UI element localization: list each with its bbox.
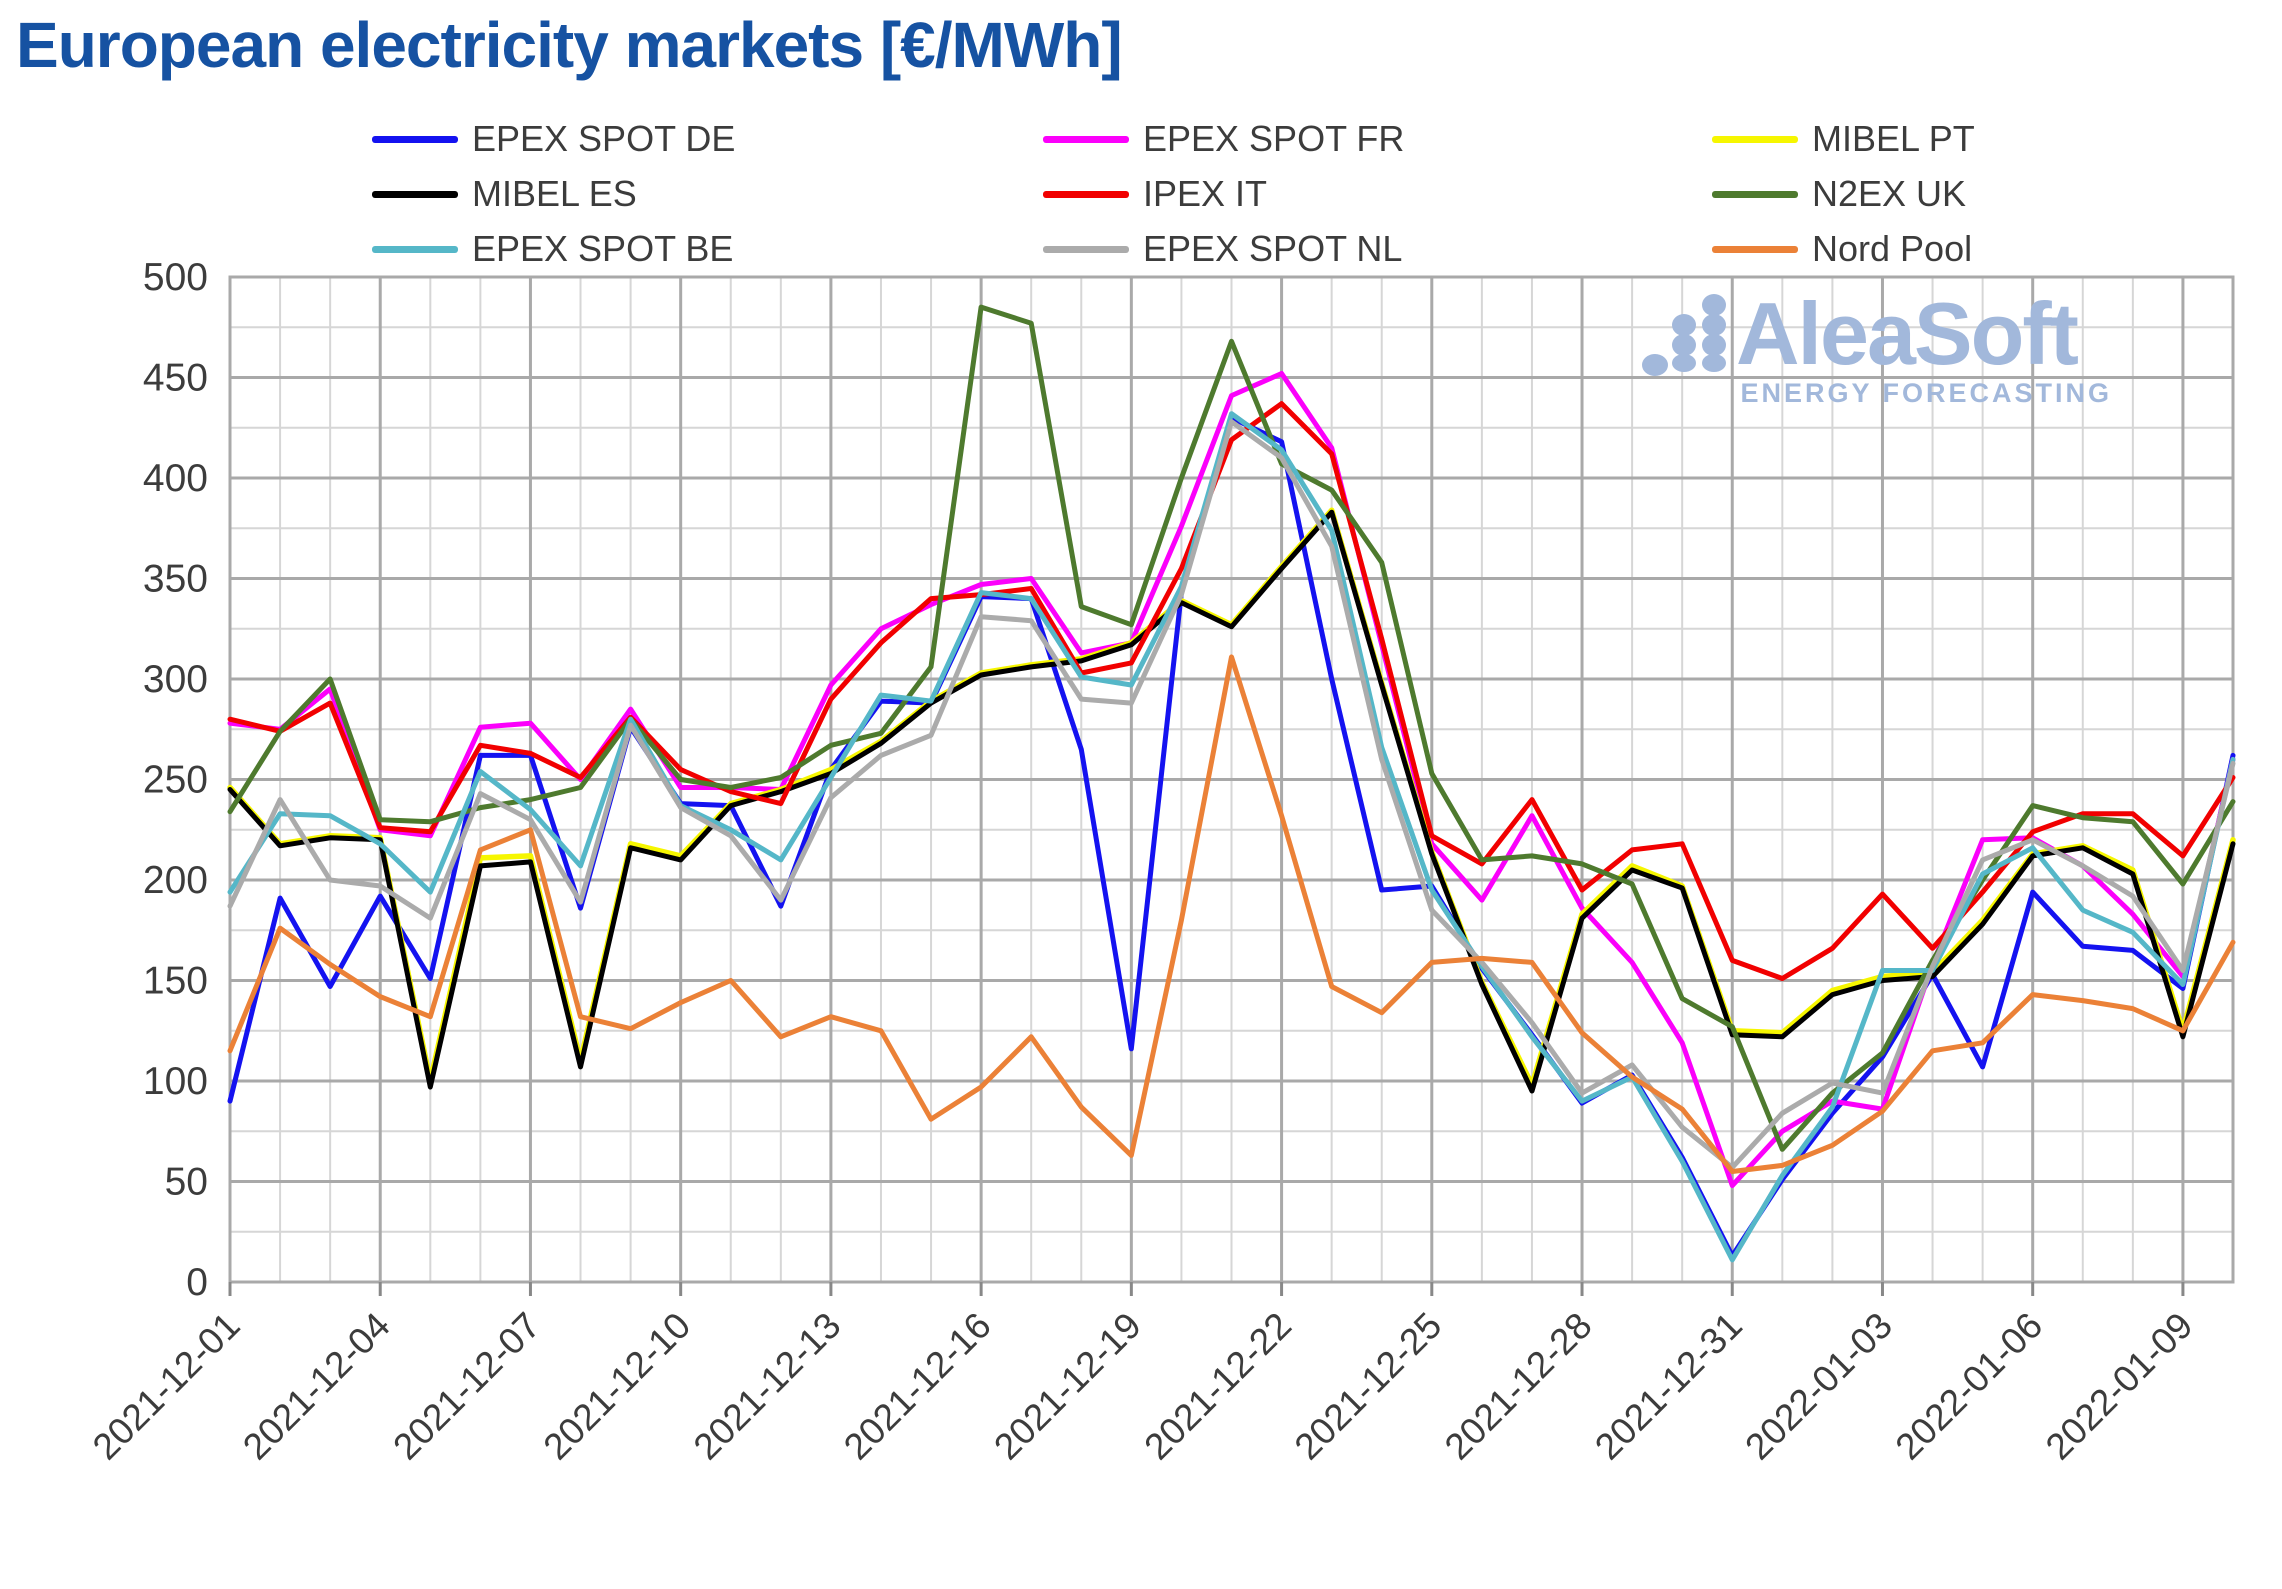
legend-label: EPEX SPOT DE [472, 118, 736, 159]
logo-dots-icon [1642, 288, 1730, 376]
logo-name: AleaSoft [1736, 284, 2079, 383]
x-tick-label: 2021-12-22 [1136, 1305, 1299, 1468]
logo-dot [1702, 294, 1726, 316]
legend-swatch-de [372, 135, 458, 143]
legend-swatch-np [1712, 245, 1798, 253]
legend-item-it: IPEX IT [1043, 173, 1404, 215]
y-tick-label: 250 [143, 759, 208, 802]
series-line-uk [227, 304, 2236, 1152]
legend-swatch-fr [1043, 135, 1129, 143]
legend-swatch-be [372, 245, 458, 253]
page-title: European electricity markets [€/MWh] [16, 9, 1123, 81]
legend-item-es: MIBEL ES [372, 173, 735, 215]
y-tick-label: 200 [143, 859, 208, 902]
series-line-it [227, 401, 2236, 981]
legend-item-fr: EPEX SPOT FR [1043, 118, 1404, 160]
y-tick-label: 400 [143, 457, 208, 500]
axis-ticks [228, 1282, 2185, 1296]
x-tick-label: 2022-01-03 [1737, 1305, 1900, 1468]
logo-dot [1672, 354, 1696, 372]
y-tick-label: 0 [186, 1261, 208, 1304]
legend-item-be: EPEX SPOT BE [372, 228, 735, 270]
legend-swatch-it [1043, 190, 1129, 198]
legend-label: MIBEL PT [1812, 118, 1975, 159]
x-tick-label: 2021-12-01 [85, 1305, 248, 1468]
y-tick-label: 350 [143, 558, 208, 601]
y-tick-label: 300 [143, 658, 208, 701]
legend-column: MIBEL PT N2EX UK Nord Pool [1712, 118, 1975, 270]
legend-item-nl: EPEX SPOT NL [1043, 228, 1404, 270]
legend-column: EPEX SPOT FR IPEX IT EPEX SPOT NL [1043, 118, 1404, 270]
x-tick-label: 2021-12-13 [686, 1305, 849, 1468]
legend-swatch-es [372, 190, 458, 198]
x-tick-label: 2021-12-10 [536, 1305, 699, 1468]
logo-dot [1702, 314, 1726, 336]
logo-subtitle: ENERGY FORECASTING [1740, 378, 2112, 408]
legend-column: EPEX SPOT DE MIBEL ES EPEX SPOT BE [372, 118, 735, 270]
series-line-be [227, 411, 2236, 1263]
y-tick-label: 450 [143, 357, 208, 400]
legend-item-uk: N2EX UK [1712, 173, 1975, 215]
x-tick-label: 2021-12-19 [986, 1305, 1149, 1468]
aleasoft-logo: AleaSoft ENERGY FORECASTING [1642, 288, 2112, 409]
legend-item-pt: MIBEL PT [1712, 118, 1975, 160]
x-tick-label: 2021-12-16 [836, 1305, 999, 1468]
legend-swatch-uk [1712, 190, 1798, 198]
x-tick-label: 2021-12-31 [1587, 1305, 1750, 1468]
x-tick-label: 2021-12-07 [385, 1305, 548, 1468]
y-tick-label: 500 [143, 256, 208, 299]
legend-label: EPEX SPOT FR [1143, 118, 1405, 159]
x-tick-label: 2022-01-09 [2038, 1305, 2201, 1468]
series-line-fr [227, 371, 2236, 1188]
legend-label: Nord Pool [1812, 228, 1973, 269]
logo-dot [1672, 334, 1696, 356]
legend-label: N2EX UK [1812, 173, 1967, 214]
y-axis-labels: 0 50 100 150 200 250 300 350 400 450 500 [143, 256, 208, 1304]
series-line-nl [227, 419, 2236, 1170]
logo-dot [1642, 354, 1668, 376]
legend-item-np: Nord Pool [1712, 228, 1975, 270]
legend-label: IPEX IT [1143, 173, 1268, 214]
logo-dot [1702, 334, 1726, 356]
y-tick-label: 150 [143, 960, 208, 1003]
logo-dot [1672, 314, 1696, 336]
x-tick-label: 2022-01-06 [1888, 1305, 2051, 1468]
x-tick-label: 2021-12-28 [1437, 1305, 1600, 1468]
y-tick-label: 50 [165, 1161, 208, 1204]
legend-item-de: EPEX SPOT DE [372, 118, 735, 160]
series-line-np [227, 654, 2236, 1174]
legend-label: EPEX SPOT NL [1143, 228, 1403, 269]
x-tick-label: 2021-12-04 [235, 1305, 398, 1468]
x-tick-label: 2021-12-25 [1287, 1305, 1450, 1468]
legend-label: MIBEL ES [472, 173, 637, 214]
series-lines [227, 304, 2236, 1263]
legend-swatch-nl [1043, 245, 1129, 253]
x-axis-labels: 2021-12-012021-12-042021-12-072021-12-10… [85, 1305, 2201, 1468]
series-line-es [227, 509, 2236, 1094]
legend-label: EPEX SPOT BE [472, 228, 734, 269]
logo-dot [1702, 354, 1726, 372]
y-tick-label: 100 [143, 1060, 208, 1103]
legend-swatch-pt [1712, 135, 1798, 143]
